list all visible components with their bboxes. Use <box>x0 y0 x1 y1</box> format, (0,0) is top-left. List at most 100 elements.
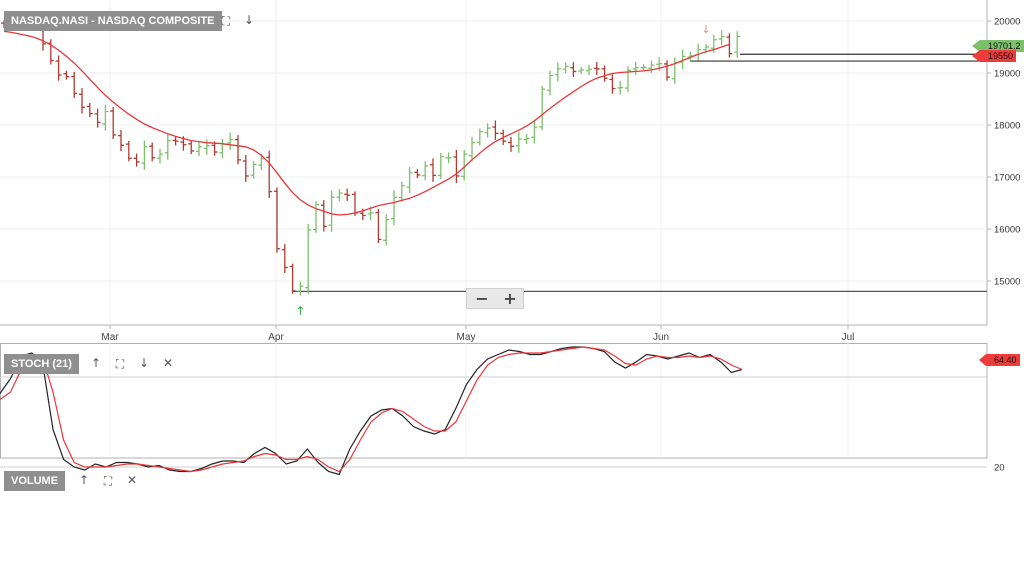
price-bar <box>383 214 390 246</box>
price-bar <box>484 123 491 138</box>
price-bar <box>469 136 475 162</box>
price-bar <box>320 200 327 232</box>
price-bar <box>664 60 670 81</box>
price-bar <box>305 223 312 294</box>
price-bar <box>617 80 624 95</box>
price-bar <box>203 139 210 155</box>
price-bar <box>586 64 592 76</box>
zoom-in-button[interactable]: + <box>503 289 517 308</box>
last-price-pointer <box>972 40 980 52</box>
price-bar <box>554 62 561 82</box>
price-tick-label: 16000 <box>994 225 1020 236</box>
price-bar <box>133 153 140 167</box>
price-bar <box>547 70 553 96</box>
arrow-up-icon[interactable]: ↑ <box>78 473 90 487</box>
price-tick-label: 15000 <box>994 277 1020 288</box>
price-bar <box>227 132 234 151</box>
moving-average-pointer <box>972 50 980 62</box>
price-bar <box>523 134 530 145</box>
price-bar <box>430 158 436 182</box>
price-bar <box>336 189 343 202</box>
price-bar <box>531 121 538 144</box>
price-bar <box>414 169 421 179</box>
stoch-k-line <box>0 346 743 476</box>
price-bar <box>492 120 499 140</box>
price-bar <box>632 62 639 75</box>
price-bar <box>94 108 101 128</box>
expand-icon[interactable]: ⛶ <box>115 357 125 371</box>
price-bar <box>297 281 304 296</box>
price-bar <box>578 67 585 74</box>
price-bar <box>344 188 351 201</box>
moving-average-tag: 19550 <box>980 50 1017 62</box>
price-bar <box>188 140 195 155</box>
price-bar <box>570 62 577 78</box>
price-bar <box>398 181 405 202</box>
price-bar <box>734 31 741 58</box>
stoch-value-pointer <box>979 354 986 366</box>
price-bar <box>562 62 569 74</box>
price-bar <box>593 62 600 76</box>
price-bar <box>141 140 148 170</box>
price-bar <box>289 263 296 294</box>
price-bar <box>601 65 608 82</box>
price-bar <box>391 190 397 226</box>
month-label: Apr <box>268 332 284 343</box>
price-bar <box>196 142 202 157</box>
price-bar <box>437 153 444 180</box>
moving-average-line <box>3 30 730 216</box>
price-bar <box>79 88 85 114</box>
price-bar <box>726 33 733 58</box>
price-bar <box>461 149 468 181</box>
price-bar <box>219 138 226 159</box>
price-bar <box>274 187 280 253</box>
price-bar <box>375 209 382 243</box>
price-bar <box>625 66 631 93</box>
price-bar <box>47 39 54 65</box>
price-tick-label: 17000 <box>994 173 1020 184</box>
price-bar <box>508 136 514 152</box>
arrow-up-icon[interactable]: ↑ <box>90 356 102 370</box>
last-price-tag: 19701.2 <box>980 40 1024 52</box>
price-bar <box>695 43 702 61</box>
price-tick-label: 19000 <box>994 69 1020 80</box>
price-bar <box>266 150 273 199</box>
price-bar <box>281 244 288 274</box>
arrow-down-icon[interactable]: ↓ <box>243 13 255 27</box>
price-bar <box>63 70 70 80</box>
zoom-control: − + <box>466 288 524 309</box>
price-bar <box>258 153 265 170</box>
price-bar <box>242 155 249 182</box>
price-bar <box>640 64 647 71</box>
price-bar <box>110 106 117 139</box>
volume-pane-title[interactable]: VOLUME <box>4 471 66 491</box>
price-bar <box>539 85 546 131</box>
buy-signal-arrow: ↑ <box>295 304 305 318</box>
price-bar <box>71 71 78 98</box>
price-bar <box>453 149 460 183</box>
price-bar <box>157 148 163 164</box>
price-bar <box>515 131 522 153</box>
price-bar <box>118 129 124 152</box>
arrow-down-icon[interactable]: ↓ <box>138 356 150 370</box>
stoch-tick-label: 20 <box>994 463 1005 474</box>
stoch-pane-frame <box>0 343 988 459</box>
price-bar <box>445 152 452 164</box>
month-label: Mar <box>101 332 119 343</box>
expand-icon[interactable]: ⛶ <box>103 474 113 488</box>
price-bar <box>250 161 257 179</box>
price-bar <box>164 133 171 160</box>
price-bar <box>149 142 156 162</box>
month-label: Jun <box>653 332 669 343</box>
zoom-out-button[interactable]: − <box>475 289 489 308</box>
price-bar <box>609 74 616 94</box>
stoch-pane-title[interactable]: STOCH (21) <box>4 354 79 374</box>
close-icon[interactable]: ✕ <box>162 356 174 370</box>
sell-signal-arrow: ↓ <box>701 23 710 36</box>
main-chart-title[interactable]: NASDAQ.NASI - NASDAQ COMPOSITE <box>4 11 222 31</box>
price-bar <box>406 167 413 193</box>
close-icon[interactable]: ✕ <box>126 473 138 487</box>
expand-icon[interactable]: ⛶ <box>221 14 231 28</box>
